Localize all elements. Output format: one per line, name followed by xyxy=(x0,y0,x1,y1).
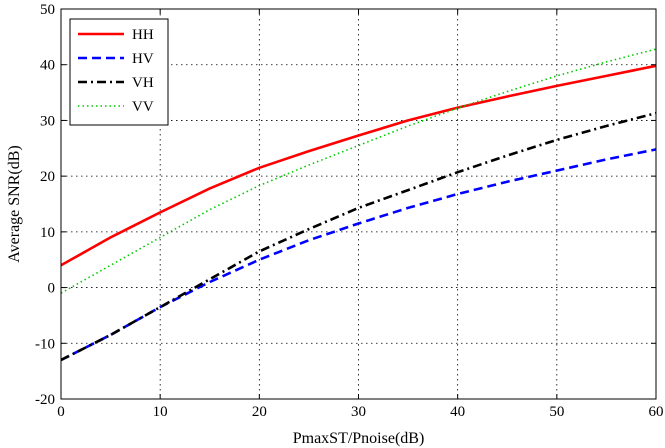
x-tick-label: 30 xyxy=(351,404,366,420)
series-layer xyxy=(60,48,657,362)
y-tick-label: 40 xyxy=(40,58,55,74)
y-tick-label: -10 xyxy=(35,336,55,352)
y-tick-label: 0 xyxy=(48,281,56,297)
x-tick-label: 60 xyxy=(649,404,664,420)
y-tick-label: 30 xyxy=(40,113,55,129)
y-tick-label: 20 xyxy=(40,169,55,185)
legend-box xyxy=(69,18,169,126)
legend-label-hh: HH xyxy=(132,27,154,43)
grid xyxy=(61,9,656,399)
legend-label-hv: HV xyxy=(132,51,154,67)
y-tick-label: -20 xyxy=(35,392,55,408)
legend-label-vv: VV xyxy=(132,99,154,115)
x-tick-label: 10 xyxy=(153,404,168,420)
x-axis-label: PmaxST/Pnoise(dB) xyxy=(293,430,425,447)
series-line-vv xyxy=(60,48,657,294)
x-tick-label: 20 xyxy=(252,404,267,420)
x-tick-label: 40 xyxy=(450,404,465,420)
y-tick-label: 10 xyxy=(40,225,55,241)
y-tick-label: 50 xyxy=(40,2,55,18)
ticks: 0 10 20 30 40 50 60 -20 -10 0 10 20 30 40 50 xyxy=(35,2,664,420)
legend: HH HV VH VV xyxy=(69,18,169,126)
legend-label-vh: VH xyxy=(132,75,154,91)
x-tick-label: 50 xyxy=(549,404,564,420)
x-tick-label: 0 xyxy=(57,404,65,420)
series-line-hv xyxy=(60,148,657,362)
y-axis-label: Average SNR(dB) xyxy=(6,145,23,262)
series-line-hh xyxy=(60,64,657,267)
